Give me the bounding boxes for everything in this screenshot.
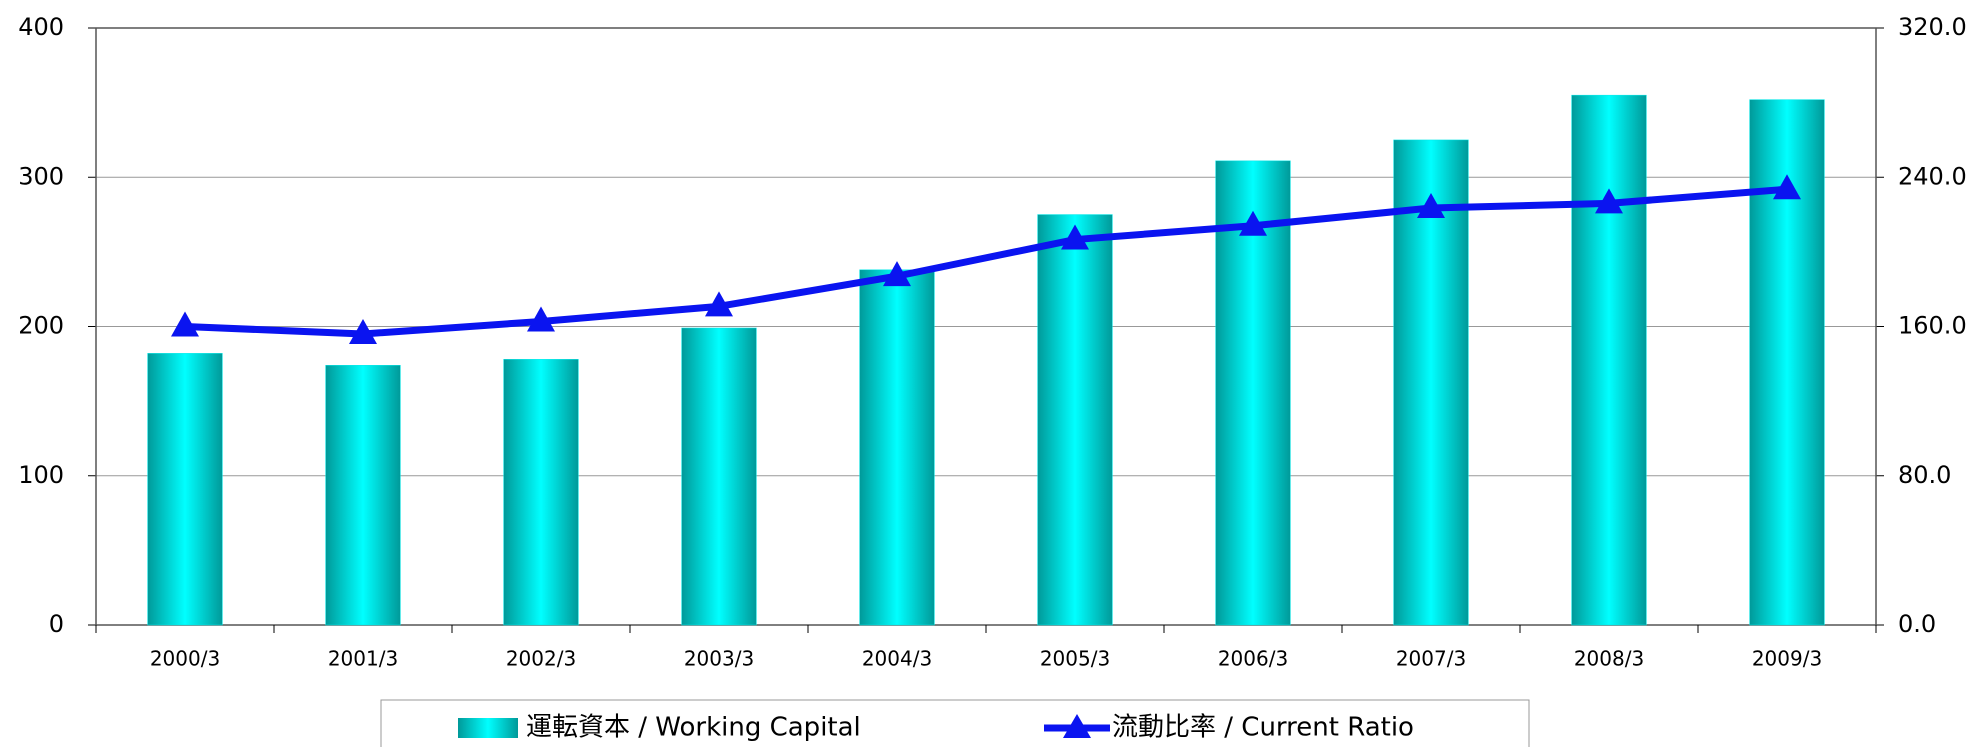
bar	[503, 359, 579, 626]
marker	[527, 306, 555, 332]
x-tick-label: 2001/3	[328, 647, 398, 671]
marker	[1239, 210, 1267, 236]
x-tick-label: 2003/3	[684, 647, 754, 671]
x-tick-label: 2007/3	[1396, 647, 1466, 671]
legend-box	[380, 699, 1530, 747]
bar	[325, 365, 401, 626]
legend-label: 運転資本 / Working Capital	[526, 713, 861, 743]
x-tick-label: 2002/3	[506, 647, 576, 671]
line	[184, 185, 1788, 338]
marker	[1773, 174, 1801, 200]
legend-swatch	[458, 718, 518, 738]
y2-tick-label: 0.0	[1898, 610, 1936, 638]
x-tick-label: 2000/3	[150, 647, 220, 671]
y2-tick-label: 80.0	[1898, 461, 1951, 489]
bar	[859, 269, 935, 626]
bar	[1393, 139, 1469, 626]
marker	[883, 261, 911, 287]
y2-tick-label: 320.0	[1898, 13, 1967, 41]
legend-label: 流動比率 / Current Ratio	[1112, 713, 1414, 743]
y-tick-label: 300	[18, 162, 64, 190]
y2-tick-label: 240.0	[1898, 162, 1967, 190]
bar	[681, 327, 757, 626]
marker	[171, 311, 199, 337]
y-tick-label: 0	[49, 610, 64, 638]
marker	[1417, 193, 1445, 219]
y-tick-label: 400	[18, 13, 64, 41]
bar	[1571, 94, 1647, 626]
x-tick-label: 2008/3	[1574, 647, 1644, 671]
x-tick-label: 2006/3	[1218, 647, 1288, 671]
x-tick-label: 2005/3	[1040, 647, 1110, 671]
x-tick-label: 2004/3	[862, 647, 932, 671]
marker	[705, 291, 733, 317]
marker	[349, 318, 377, 344]
y-tick-label: 100	[18, 461, 64, 489]
y-tick-label: 200	[18, 312, 64, 340]
bar	[147, 353, 223, 626]
bar	[1037, 214, 1113, 626]
y2-tick-label: 160.0	[1898, 312, 1967, 340]
marker	[1061, 224, 1089, 250]
marker	[1595, 188, 1623, 214]
bar	[1215, 160, 1291, 626]
x-tick-label: 2009/3	[1752, 647, 1822, 671]
legend-marker	[1063, 714, 1091, 738]
